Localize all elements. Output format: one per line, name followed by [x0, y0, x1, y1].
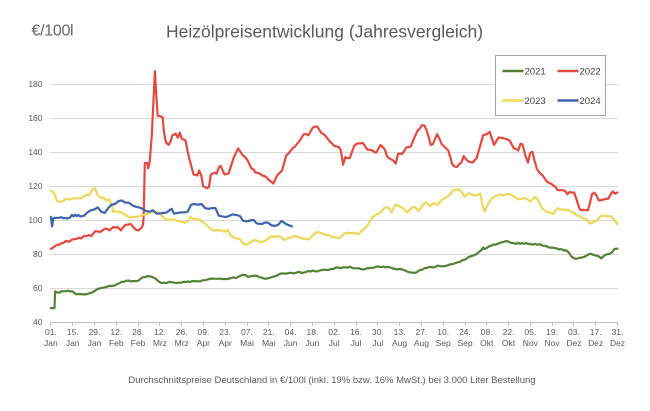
svg-text:15.: 15.	[67, 327, 79, 337]
svg-text:Sep: Sep	[457, 338, 472, 348]
svg-text:Jul: Jul	[329, 338, 340, 348]
svg-text:05.: 05.	[524, 327, 536, 337]
svg-text:02.: 02.	[328, 327, 340, 337]
svg-text:140: 140	[28, 147, 42, 157]
svg-text:03.: 03.	[568, 327, 580, 337]
svg-text:Okt: Okt	[480, 338, 494, 348]
svg-text:Jul: Jul	[372, 338, 383, 348]
svg-text:60: 60	[33, 283, 43, 293]
svg-text:Feb: Feb	[109, 338, 124, 348]
svg-text:2021: 2021	[525, 67, 546, 78]
svg-text:30.: 30.	[372, 327, 384, 337]
svg-text:2023: 2023	[525, 96, 546, 107]
svg-text:160: 160	[28, 113, 42, 123]
svg-text:Jan: Jan	[66, 338, 80, 348]
svg-text:13.: 13.	[394, 327, 406, 337]
svg-text:Jun: Jun	[306, 338, 320, 348]
svg-text:Dez: Dez	[588, 338, 603, 348]
svg-text:Dez: Dez	[566, 338, 581, 348]
svg-text:€/100l: €/100l	[32, 23, 74, 40]
svg-text:07.: 07.	[241, 327, 253, 337]
svg-text:Mai: Mai	[240, 338, 254, 348]
svg-text:Jun: Jun	[284, 338, 298, 348]
svg-text:Mrz: Mrz	[175, 338, 189, 348]
svg-text:17.: 17.	[590, 327, 602, 337]
svg-text:Okt: Okt	[502, 338, 516, 348]
svg-text:08.: 08.	[481, 327, 493, 337]
svg-text:Mrz: Mrz	[153, 338, 167, 348]
svg-text:Dez: Dez	[610, 338, 625, 348]
svg-text:Jan: Jan	[88, 338, 102, 348]
svg-text:26.: 26.	[132, 327, 144, 337]
svg-text:31.: 31.	[612, 327, 624, 337]
svg-text:120: 120	[28, 181, 42, 191]
svg-text:Sep: Sep	[436, 338, 451, 348]
svg-text:19.: 19.	[546, 327, 558, 337]
svg-text:Heizölpreisentwicklung (Jahres: Heizölpreisentwicklung (Jahresvergleich)	[166, 22, 483, 42]
svg-text:Aug: Aug	[392, 338, 407, 348]
svg-text:22.: 22.	[503, 327, 515, 337]
svg-text:24.: 24.	[459, 327, 471, 337]
svg-text:Aug: Aug	[414, 338, 429, 348]
svg-text:26.: 26.	[176, 327, 188, 337]
svg-text:Jul: Jul	[351, 338, 362, 348]
svg-text:10.: 10.	[437, 327, 449, 337]
svg-text:40: 40	[33, 317, 43, 327]
svg-text:01.: 01.	[45, 327, 57, 337]
svg-text:2022: 2022	[580, 67, 601, 78]
svg-text:29.: 29.	[89, 327, 101, 337]
svg-text:2024: 2024	[580, 96, 601, 107]
svg-text:21.: 21.	[263, 327, 275, 337]
svg-text:Durchschnittspreise Deutschlan: Durchschnittspreise Deutschland in €/100…	[128, 375, 535, 386]
svg-text:12.: 12.	[154, 327, 166, 337]
svg-text:09.: 09.	[197, 327, 209, 337]
svg-text:16.: 16.	[350, 327, 362, 337]
svg-text:80: 80	[33, 249, 43, 259]
svg-text:Feb: Feb	[131, 338, 146, 348]
svg-text:Nov: Nov	[523, 338, 539, 348]
svg-text:18.: 18.	[306, 327, 318, 337]
svg-text:04.: 04.	[285, 327, 297, 337]
svg-text:27.: 27.	[415, 327, 427, 337]
svg-text:180: 180	[28, 79, 42, 89]
svg-text:Apr: Apr	[219, 338, 232, 348]
svg-text:100: 100	[28, 215, 42, 225]
svg-text:23.: 23.	[219, 327, 231, 337]
svg-text:12.: 12.	[110, 327, 122, 337]
svg-text:Nov: Nov	[545, 338, 561, 348]
svg-text:Jan: Jan	[44, 338, 58, 348]
svg-text:Apr: Apr	[197, 338, 210, 348]
svg-text:Mai: Mai	[262, 338, 276, 348]
